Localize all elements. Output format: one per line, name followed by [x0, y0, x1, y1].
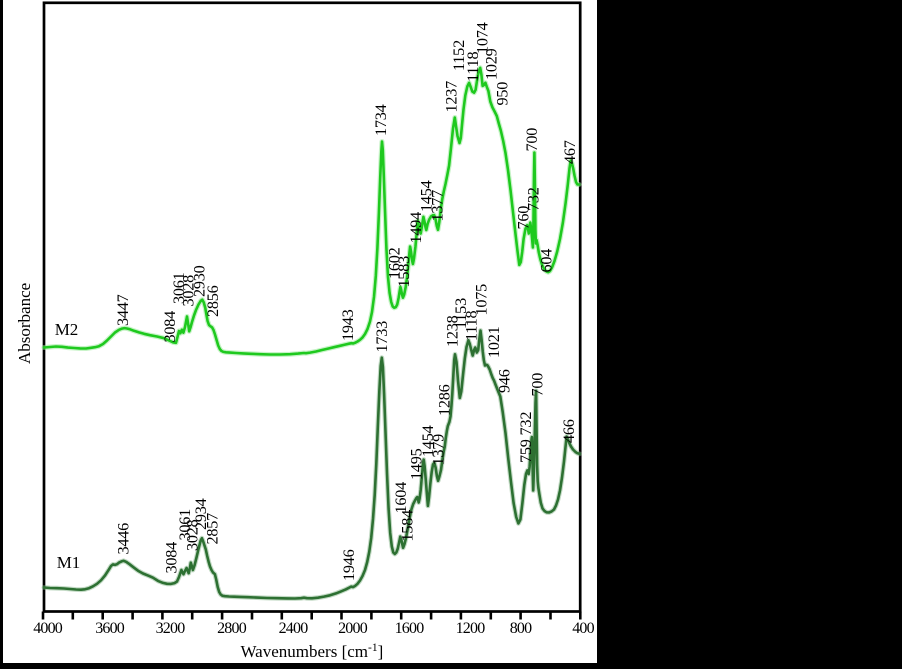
- svg-text:1943: 1943: [339, 309, 357, 341]
- svg-text:1454: 1454: [418, 180, 436, 212]
- svg-text:1600: 1600: [395, 620, 425, 637]
- svg-text:3447: 3447: [114, 294, 132, 326]
- svg-text:732: 732: [525, 187, 543, 211]
- svg-text:1584: 1584: [399, 510, 417, 542]
- svg-text:2934: 2934: [192, 498, 210, 530]
- svg-text:700: 700: [523, 128, 541, 152]
- svg-text:800: 800: [510, 620, 532, 637]
- svg-text:2856: 2856: [204, 285, 222, 317]
- svg-text:3028: 3028: [184, 519, 202, 551]
- svg-text:1286: 1286: [436, 384, 454, 416]
- svg-text:M1: M1: [57, 553, 81, 572]
- svg-text:1454: 1454: [419, 425, 437, 457]
- svg-text:1379: 1379: [430, 434, 448, 466]
- svg-text:Absorbance: Absorbance: [15, 283, 34, 364]
- svg-text:760: 760: [515, 206, 533, 230]
- svg-text:1237: 1237: [443, 81, 461, 113]
- svg-text:2930: 2930: [191, 265, 209, 297]
- svg-text:1074: 1074: [474, 22, 492, 54]
- svg-text:1029: 1029: [483, 48, 501, 80]
- svg-text:759 732: 759 732: [517, 412, 535, 463]
- svg-text:3061: 3061: [176, 509, 194, 541]
- svg-text:1495: 1495: [408, 448, 426, 480]
- svg-text:1583: 1583: [395, 256, 413, 288]
- svg-text:700: 700: [529, 373, 547, 397]
- svg-text:1118: 1118: [463, 311, 481, 341]
- svg-text:3446: 3446: [115, 523, 133, 555]
- svg-text:2857: 2857: [204, 513, 222, 545]
- svg-text:604: 604: [538, 249, 556, 273]
- svg-text:1075: 1075: [473, 284, 491, 316]
- svg-text:1604: 1604: [392, 482, 410, 514]
- svg-text:2800: 2800: [217, 620, 247, 637]
- svg-text:M2: M2: [55, 320, 79, 339]
- svg-text:2000: 2000: [338, 620, 368, 637]
- svg-text:Wavenumbers [cm-1]: Wavenumbers [cm-1]: [241, 642, 384, 661]
- svg-text:3084: 3084: [163, 542, 181, 574]
- svg-text:1377: 1377: [429, 190, 447, 222]
- svg-text:1733: 1733: [373, 321, 391, 353]
- svg-text:1021: 1021: [485, 326, 503, 358]
- svg-text:1153: 1153: [452, 298, 470, 329]
- svg-text:3028: 3028: [180, 275, 198, 307]
- svg-text:2400: 2400: [279, 620, 309, 637]
- svg-text:3200: 3200: [156, 620, 186, 637]
- svg-text:1602: 1602: [386, 247, 404, 279]
- svg-text:3061: 3061: [170, 272, 188, 304]
- svg-text:950: 950: [494, 82, 512, 106]
- svg-text:1118: 1118: [464, 52, 482, 82]
- svg-text:1734: 1734: [372, 104, 390, 136]
- svg-text:3084: 3084: [161, 311, 179, 343]
- svg-text:946: 946: [496, 369, 514, 393]
- svg-text:4000: 4000: [33, 620, 63, 637]
- svg-text:400: 400: [572, 620, 594, 637]
- svg-text:1946: 1946: [340, 549, 358, 581]
- svg-text:1200: 1200: [456, 620, 486, 637]
- svg-text:1238: 1238: [444, 315, 462, 347]
- svg-text:3600: 3600: [95, 620, 125, 637]
- svg-text:466: 466: [560, 419, 578, 443]
- svg-text:467: 467: [561, 140, 579, 164]
- svg-text:1152: 1152: [450, 40, 468, 71]
- svg-text:1494: 1494: [407, 212, 425, 244]
